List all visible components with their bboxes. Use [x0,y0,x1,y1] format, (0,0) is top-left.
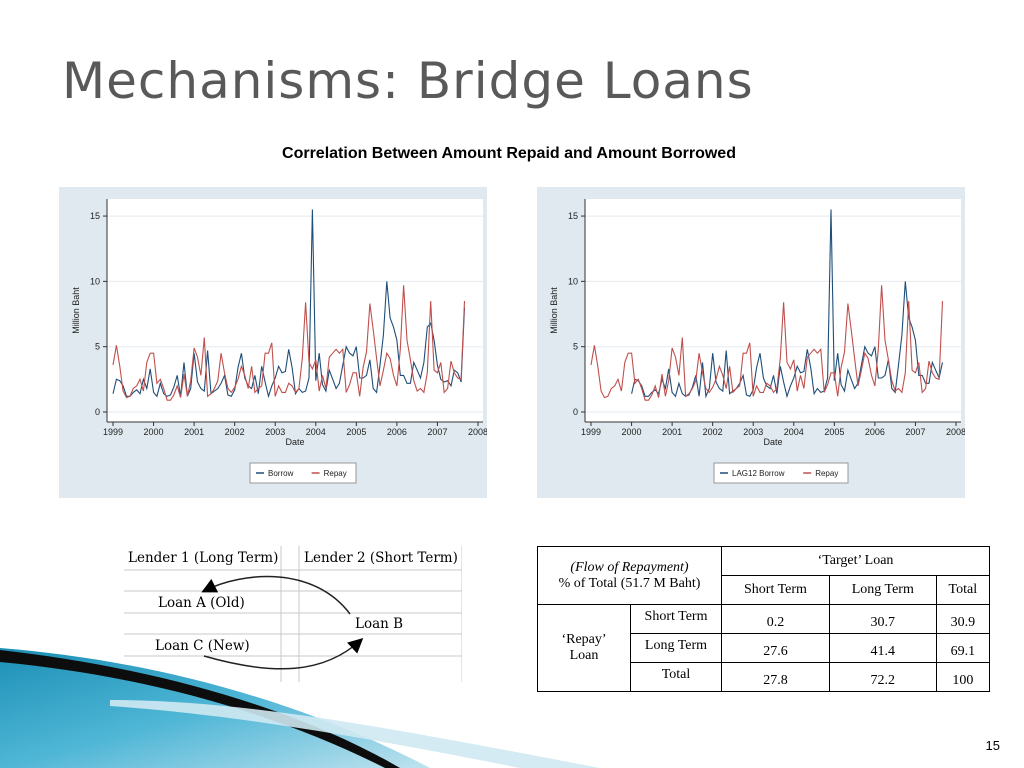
x-tick-label: 2000 [144,427,164,437]
x-tick-label: 2000 [622,427,642,437]
legend-label: LAG12 Borrow [732,469,785,478]
flow-table-corner: (Flow of Repayment) % of Total (51.7 M B… [537,546,722,605]
x-axis-label: Date [763,437,782,447]
cell-total-short: 27.8 [721,662,830,692]
legend-label: Borrow [268,469,294,478]
chart-lag12-borrow-repay: 0 5 10 15 1999 2000 2001 2002 2003 2004 2005 2006 20… [537,187,965,498]
x-tick-label: 1999 [581,427,601,437]
slide-subtitle: Correlation Between Amount Repaid and Am… [282,145,736,162]
loan-a-label: Loan A (Old) [158,595,245,611]
loan-c-label: Loan C (New) [155,638,250,654]
cell-short-short: 0.2 [721,604,830,634]
page-number: 15 [985,738,1000,753]
x-tick-label: 2002 [225,427,245,437]
y-tick-label: 0 [573,407,578,417]
x-tick-label: 2004 [784,427,804,437]
repay-loan-label: ‘Repay’ Loan [537,604,631,692]
cell-total-long: 72.2 [828,662,937,692]
legend [249,462,357,484]
chart-svg: 0 5 10 15 1999 2000 2001 2002 2003 2004 2005 2006 20… [71,199,487,484]
y-axis-label: Million Baht [71,287,81,334]
flow-table: (Flow of Repayment) % of Total (51.7 M B… [537,546,991,692]
y-tick-label: 15 [568,211,578,221]
arrow-loan-b-to-a [201,575,351,615]
x-tick-label: 2005 [346,427,366,437]
x-tick-label: 2005 [824,427,844,437]
flow-table-corner-subtitle: % of Total (51.7 M Baht) [558,575,701,591]
x-tick-label: 2004 [306,427,326,437]
plot-area [107,199,483,422]
series-line-repay [112,285,466,401]
x-tick-label: 2008 [946,427,965,437]
chart-svg: 0 5 10 15 1999 2000 2001 2002 2003 2004 2005 2006 20… [549,199,965,484]
cell-short-total: 30.9 [935,604,991,634]
slide-title: Mechanisms: Bridge Loans [62,52,754,110]
row-label-total: Total [630,662,722,692]
arrow-loan-c-to-b [203,637,364,670]
y-tick-label: 0 [95,407,100,417]
chart-borrow-repay: 0 5 10 15 1999 2000 2001 2002 2003 2004 2005 2006 20… [59,187,487,498]
legend-label: Repay [815,469,838,478]
y-tick-label: 10 [568,276,578,286]
y-tick-label: 10 [90,276,100,286]
y-tick-label: 5 [95,342,100,352]
legend-label: Repay [324,469,347,478]
x-tick-label: 2006 [387,427,407,437]
series-line-repay [590,285,944,401]
y-axis-label: Million Baht [549,287,559,334]
x-tick-label: 2006 [865,427,885,437]
series-line-borrow [631,209,944,399]
x-tick-label: 2002 [703,427,723,437]
x-tick-label: 2008 [468,427,487,437]
x-tick-label: 2001 [662,427,682,437]
series-line-borrow [112,209,466,399]
y-tick-label: 5 [573,342,578,352]
cell-short-long: 30.7 [828,604,937,634]
plot-area [585,199,961,422]
repay-loan-text: ‘Repay’ Loan [561,632,607,663]
legend [713,462,849,484]
lender-2-header: Lender 2 (Short Term) [304,550,458,566]
loan-b-label: Loan B [355,616,404,632]
x-tick-label: 2007 [427,427,447,437]
col-header-total: Total [935,575,991,605]
x-tick-label: 1999 [103,427,123,437]
lender-grid [124,546,462,682]
x-axis-label: Date [285,437,304,447]
row-label-short-term: Short Term [630,604,722,634]
lender-diagram: Lender 1 (Long Term) Lender 2 (Short Ter… [124,546,462,682]
x-tick-label: 2001 [184,427,204,437]
col-header-long-term: Long Term [828,575,937,605]
y-tick-label: 15 [90,211,100,221]
target-loan-header: ‘Target’ Loan [721,546,990,576]
cell-long-long: 41.4 [828,633,937,663]
x-tick-label: 2003 [265,427,285,437]
row-label-long-term: Long Term [630,633,722,663]
flow-table-corner-title: (Flow of Repayment) [570,559,689,575]
x-tick-label: 2003 [743,427,763,437]
cell-total-total: 100 [935,662,991,692]
lender-1-header: Lender 1 (Long Term) [128,550,279,566]
col-header-short-term: Short Term [721,575,830,605]
cell-long-total: 69.1 [935,633,991,663]
x-tick-label: 2007 [905,427,925,437]
cell-long-short: 27.6 [721,633,830,663]
